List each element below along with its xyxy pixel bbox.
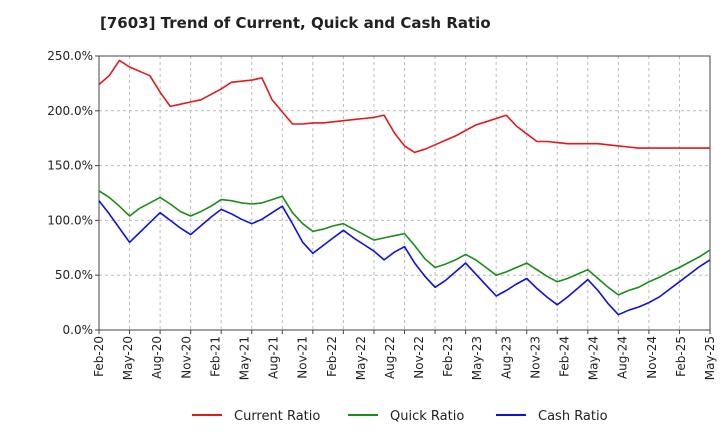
- x-tick-label: May-22: [354, 336, 368, 380]
- legend-label-quick-ratio: Quick Ratio: [390, 409, 464, 424]
- x-tick-label: May-24: [587, 336, 601, 380]
- series-line-current-ratio: [98, 59, 710, 154]
- legend-label-cash-ratio: Cash Ratio: [538, 409, 608, 424]
- legend: Current Ratio Quick Ratio Cash Ratio: [192, 409, 608, 424]
- x-tick-label: Aug-20: [150, 336, 164, 379]
- plot-frame: [98, 55, 711, 331]
- x-tick-label: Nov-24: [645, 336, 659, 379]
- y-tick-label: 0.0%: [63, 323, 94, 337]
- x-tick-label: Aug-22: [383, 336, 397, 379]
- x-tick-label: Feb-24: [558, 336, 572, 377]
- series-lines: [98, 59, 711, 316]
- y-tick-label: 200.0%: [47, 104, 93, 118]
- x-tick-label: Aug-24: [616, 336, 630, 379]
- x-tick-label: May-23: [470, 336, 484, 380]
- x-tick-label: Feb-22: [325, 336, 339, 377]
- x-tick-label: Feb-21: [208, 336, 222, 377]
- x-tick-label: May-21: [237, 336, 251, 380]
- series-line-quick-ratio: [98, 190, 711, 296]
- x-tick-label: Aug-21: [267, 336, 281, 379]
- y-tick-label: 100.0%: [47, 213, 93, 227]
- x-tick-label: Feb-20: [92, 336, 106, 377]
- y-tick-labels: 0.0% 50.0% 100.0% 150.0% 200.0% 250.0%: [47, 49, 93, 337]
- chart-title: [7603] Trend of Current, Quick and Cash …: [100, 14, 491, 32]
- y-tick-label: 150.0%: [47, 159, 93, 173]
- x-tick-label: Nov-21: [296, 336, 310, 379]
- series-line-cash-ratio: [98, 200, 711, 316]
- gridlines: [98, 55, 711, 331]
- x-tick-label: May-20: [121, 336, 135, 380]
- x-tick-label: Nov-22: [412, 336, 426, 379]
- x-tick-label: Nov-20: [179, 336, 193, 379]
- legend-label-current-ratio: Current Ratio: [234, 409, 320, 424]
- y-tick-label: 50.0%: [55, 268, 93, 282]
- axes: [95, 55, 711, 334]
- x-tick-label: Feb-23: [441, 336, 455, 377]
- x-tick-labels: Feb-20 May-20 Aug-20 Nov-20 Feb-21 May-21 Aug-…: [92, 336, 717, 380]
- x-tick-label: Feb-25: [674, 336, 688, 377]
- x-tick-label: Aug-23: [499, 336, 513, 379]
- x-tick-label: May-25: [703, 336, 717, 380]
- x-tick-label: Nov-23: [528, 336, 542, 379]
- y-tick-label: 250.0%: [47, 49, 93, 63]
